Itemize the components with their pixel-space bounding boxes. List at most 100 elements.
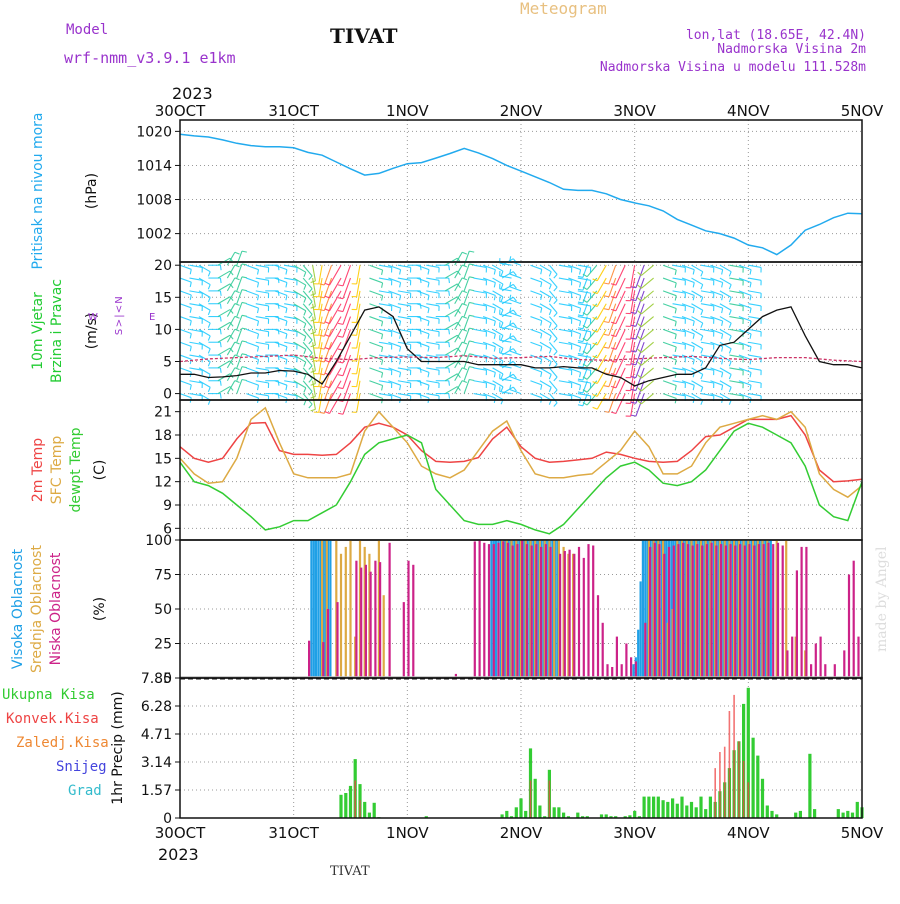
bar-clouds — [642, 540, 644, 678]
wind-barb — [748, 381, 761, 383]
wind-barb-flag — [286, 282, 287, 287]
wind-barb — [578, 278, 591, 280]
wind-barb-flag — [611, 412, 616, 413]
ytick-label: 4.71 — [141, 727, 172, 743]
bar-precip — [662, 800, 665, 818]
wind-barb-flag — [729, 297, 731, 302]
bar-precip — [837, 809, 840, 818]
bar-clouds — [502, 541, 504, 678]
bar-precip — [695, 807, 698, 818]
bar-clouds — [770, 540, 772, 678]
ylabel-pressure-1: (hPa) — [84, 173, 100, 209]
wind-barb — [330, 355, 342, 375]
ytick-label: 20 — [154, 258, 172, 274]
wind-barb-flag — [304, 298, 306, 303]
wind-barb — [597, 355, 606, 371]
bar-clouds — [535, 544, 537, 678]
ylabel-clouds-3: (%) — [92, 597, 108, 621]
bar-clouds — [853, 561, 855, 678]
bar-clouds — [512, 546, 514, 679]
wind-barb — [180, 278, 191, 282]
wind-barb — [199, 381, 210, 388]
bar-clouds — [843, 650, 845, 678]
wind-barb-flag — [220, 368, 221, 373]
wind-barb-flag — [693, 385, 694, 390]
bar-precip — [344, 793, 347, 818]
bottom-tick-label: 3NOV — [613, 824, 656, 842]
wind-barb-flag — [494, 360, 495, 365]
wind-barb-flag — [286, 295, 287, 300]
wind-barb-flag — [549, 272, 551, 277]
wind-barb-flag — [580, 334, 581, 339]
bar-precip — [524, 811, 527, 818]
wind-barb — [199, 394, 210, 401]
wind-barb-flag — [400, 308, 401, 313]
bar-precip — [671, 798, 674, 818]
wind-barb-flag — [750, 295, 751, 300]
wind-barb-flag — [242, 277, 247, 278]
bar-clouds — [327, 609, 329, 678]
bar-precip — [657, 797, 660, 818]
wind-barb-flag — [675, 321, 676, 326]
wind-barb-flag — [675, 334, 676, 339]
bar-clouds — [758, 544, 760, 678]
wind-barb — [748, 291, 761, 293]
wind-barb-flag — [220, 304, 221, 309]
top-tick-label: 3NOV — [613, 102, 656, 120]
wind-barb — [493, 329, 503, 335]
wind-barb-flag — [469, 341, 474, 342]
wind-barb — [692, 394, 703, 401]
wind-barb-flag — [729, 362, 731, 367]
direction-w: W — [88, 312, 98, 323]
wind-barb-flag — [611, 335, 616, 336]
bar-clouds — [621, 664, 623, 678]
wind-barb-flag — [208, 387, 210, 392]
wind-barb-flag — [494, 295, 495, 300]
wind-barb — [578, 355, 591, 357]
wind-barb-flag — [693, 282, 694, 287]
wind-barb — [493, 304, 503, 310]
wind-barb-flag — [701, 323, 703, 328]
wind-barb-flag — [501, 284, 503, 289]
wind-barb-flag — [631, 415, 636, 416]
wind-barb-flag — [220, 381, 221, 386]
wind-barb — [493, 368, 503, 374]
bar-clouds — [526, 544, 528, 678]
bar-clouds — [545, 544, 547, 678]
bar-precip — [562, 813, 565, 818]
wind-barb-flag — [208, 297, 210, 302]
wind-barb-flag — [693, 295, 694, 300]
ylabel-wind-1: Brzina i Pravac — [49, 279, 65, 383]
wind-barb — [748, 265, 761, 267]
ytick-label: 1014 — [136, 158, 172, 174]
wind-barb-flag — [242, 251, 247, 252]
bar-clouds — [801, 547, 803, 678]
wind-barb-flag — [501, 374, 503, 379]
wind-barb-flag — [494, 282, 495, 287]
bar-clouds — [322, 642, 324, 678]
coords: lon,lat (18.65E, 42.4N) — [686, 28, 866, 43]
wind-barb-flag — [382, 386, 383, 391]
wind-barb-flag — [701, 285, 703, 290]
bar-clouds — [315, 540, 317, 678]
wind-barb-flag — [400, 385, 401, 390]
wind-barb — [199, 355, 210, 362]
bottom-tick-label: 4NOV — [727, 824, 770, 842]
wind-barb-flag — [319, 348, 324, 349]
bar-clouds — [483, 543, 485, 678]
bar-clouds — [748, 544, 750, 678]
watermark: made by Angel — [874, 546, 890, 652]
wind-barb-flag — [693, 308, 694, 313]
bar-clouds — [340, 554, 342, 678]
bar-clouds — [767, 543, 769, 678]
wind-barb-flag — [400, 270, 401, 275]
model-elevation: Nadmorska Visina u modelu 111.528m — [600, 60, 866, 75]
wind-barb — [692, 304, 703, 311]
wind-barb-flag — [729, 272, 731, 277]
wind-barb-flag — [338, 388, 343, 389]
wind-barb-flag — [208, 310, 210, 315]
wind-barb-flag — [494, 334, 495, 339]
wind-barb-flag — [675, 309, 676, 314]
wind-barb-flag — [220, 394, 221, 399]
